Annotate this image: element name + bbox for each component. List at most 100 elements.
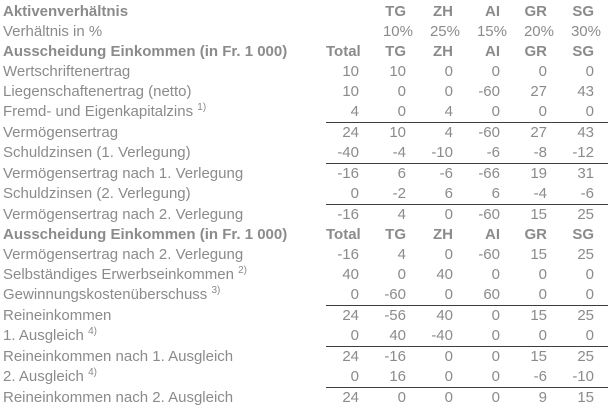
row-label: Wertschriftenertrag xyxy=(3,62,326,82)
row-label-text: Gewinnungskostenüberschuss xyxy=(3,286,208,304)
cell-value: 24 xyxy=(342,389,359,406)
cell-value: 0 xyxy=(326,285,373,306)
cell-value: 0 xyxy=(444,246,453,263)
row-label-text: Reineinkommen xyxy=(3,306,112,324)
cell-value: 0 xyxy=(585,266,594,283)
row-label: Reineinkommen xyxy=(3,306,326,327)
cell-value: -16 xyxy=(337,165,359,182)
cell-value: 4 xyxy=(326,102,373,123)
cell-value: -60 xyxy=(373,285,420,306)
row-label-text: 1. Ausgleich xyxy=(3,327,84,345)
cell-value: 0 xyxy=(514,326,561,347)
cell-value: 0 xyxy=(467,326,514,347)
footnote-marker: 4) xyxy=(88,367,97,379)
cell-value: 43 xyxy=(577,124,594,141)
row-label: Schuldzinsen (2. Verlegung) xyxy=(3,184,326,205)
row-label: Aktivenverhältnis xyxy=(3,2,326,22)
table-row: Schuldzinsen (2. Verlegung) 0 -2 6 6 -4 -6 xyxy=(3,184,608,205)
cell-value: 40 xyxy=(436,307,453,324)
cell-value: 0 xyxy=(561,102,608,123)
cell-value: -60 xyxy=(478,83,500,100)
cell-value: AI xyxy=(485,3,500,20)
cell-value: GR xyxy=(524,226,548,243)
cell-value: 0 xyxy=(538,63,547,80)
cell-value: 0 xyxy=(444,348,453,365)
cell-value: -6 xyxy=(514,367,561,388)
cell-value: 0 xyxy=(561,326,608,347)
section-header-row: Ausscheidung Einkommen (in Fr. 1 000) Tot… xyxy=(3,42,608,62)
cell-value: -60 xyxy=(478,246,500,263)
table-row: Fremd- und Eigenkapitalzins 1) 4 0 4 0 0 0 xyxy=(3,102,608,123)
row-label: Liegenschaftenertrag (netto) xyxy=(3,82,326,102)
cell-value: -4 xyxy=(373,143,420,164)
cell-value: 10% xyxy=(382,23,413,40)
row-label: Vermögensertrag nach 2. Verlegung xyxy=(3,205,326,226)
row-label-text: Verhältnis in % xyxy=(3,23,103,40)
row-label-text: Liegenschaftenertrag (netto) xyxy=(3,83,192,100)
table-row: 1. Ausgleich 4) 0 40 -40 0 0 0 xyxy=(3,326,608,347)
cell-value: 0 xyxy=(491,63,500,80)
cell-value: 15 xyxy=(577,389,594,406)
cell-value: GR xyxy=(524,43,548,60)
cell-value: 25 xyxy=(577,206,594,223)
cell-value: 27 xyxy=(530,124,547,141)
cell-value: 0 xyxy=(585,63,594,80)
cell-value: 25 xyxy=(577,246,594,263)
cell-value: -6 xyxy=(439,165,453,182)
cell-value: 0 xyxy=(373,102,420,123)
cell-value: -66 xyxy=(478,165,500,182)
row-label-text: Wertschriftenertrag xyxy=(3,63,131,80)
cell-value: 0 xyxy=(467,102,514,123)
table-body: Aktivenverhältnis TG ZH AI GR SG Verhältnis in… xyxy=(3,2,608,408)
table-row: Verhältnis in % 10% 25% 15% 20% 30% xyxy=(3,22,608,42)
cell-value: SG xyxy=(572,3,594,20)
cell-value: -6 xyxy=(467,143,514,164)
cell-value: -4 xyxy=(514,184,561,205)
table-row: 2. Ausgleich 4) 0 16 0 0 -6 -10 xyxy=(3,367,608,388)
cell-value: -60 xyxy=(478,124,500,141)
cell-value: 0 xyxy=(444,83,453,100)
cell-value: 43 xyxy=(577,83,594,100)
cell-value: -40 xyxy=(420,326,467,347)
row-label: Vermögensertrag nach 1. Verlegung xyxy=(3,164,326,185)
cell-value: 20% xyxy=(523,23,554,40)
section-header-row: Aktivenverhältnis TG ZH AI GR SG xyxy=(3,2,608,22)
cell-value: 4 xyxy=(397,206,406,223)
table-row: Schuldzinsen (1. Verlegung) -40 -4 -10 -6 -8-… xyxy=(3,143,608,164)
row-label-text: Aktivenverhältnis xyxy=(3,3,129,20)
table-row: Reineinkommen nach 1. Ausgleich 24 -16 0 0 15… xyxy=(3,347,608,368)
cell-value: 0 xyxy=(491,266,500,283)
cell-value: -60 xyxy=(478,206,500,223)
row-label-text: Vermögensertrag nach 1. Verlegung xyxy=(3,164,244,182)
table-row: Gewinnungskostenüberschuss 3) 0 -60 0 60 0 0 xyxy=(3,285,608,306)
section-header-row: Ausscheidung Einkommen (in Fr. 1 000) Tot… xyxy=(3,225,608,245)
cell-value: -16 xyxy=(384,348,406,365)
cell-value: 0 xyxy=(491,389,500,406)
cell-value: 16 xyxy=(373,367,420,388)
cell-value: 0 xyxy=(420,367,467,388)
cell-value: Total xyxy=(326,43,361,60)
row-label: Reineinkommen nach 1. Ausgleich xyxy=(3,347,326,368)
cell-value: 6 xyxy=(467,184,514,205)
row-label: Vermögensertrag xyxy=(3,123,326,144)
cell-value: SG xyxy=(572,226,594,243)
cell-value: 6 xyxy=(420,184,467,205)
cell-value: -2 xyxy=(373,184,420,205)
row-label: 2. Ausgleich 4) xyxy=(3,367,326,388)
row-label: Ausscheidung Einkommen (in Fr. 1 000) xyxy=(3,225,326,245)
cell-value: -12 xyxy=(561,143,608,164)
cell-value: 0 xyxy=(420,285,467,306)
cell-value: ZH xyxy=(433,3,453,20)
cell-value: 0 xyxy=(467,367,514,388)
cell-value: 60 xyxy=(467,285,514,306)
row-label: Reineinkommen nach 2. Ausgleich xyxy=(3,388,326,409)
cell-value: 9 xyxy=(538,389,547,406)
cell-value: GR xyxy=(524,3,548,20)
row-label-text: 2. Ausgleich xyxy=(3,368,84,386)
row-label-text: Reineinkommen nach 1. Ausgleich xyxy=(3,347,234,365)
cell-value: 0 xyxy=(397,266,406,283)
income-allocation-table: Aktivenverhältnis TG ZH AI GR SG Verhältnis in… xyxy=(3,2,608,408)
cell-value: AI xyxy=(485,43,500,60)
table-row: Reineinkommen 24 -56 40 0 15 25 xyxy=(3,306,608,327)
